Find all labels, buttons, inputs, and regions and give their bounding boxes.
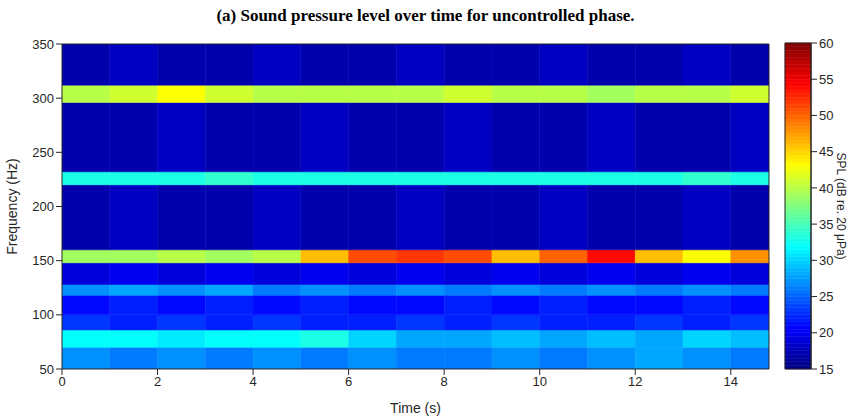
svg-text:60: 60 [819,36,833,51]
svg-text:350: 350 [32,37,54,52]
svg-text:40: 40 [819,181,833,196]
svg-text:55: 55 [819,72,833,87]
svg-text:300: 300 [32,91,54,106]
html-text:(a) Sound pressure level over: (a) Sound pressure level over time for u… [216,6,635,25]
svg-text:50: 50 [40,362,54,377]
svg-text:Frequency (Hz): Frequency (Hz) [4,158,20,254]
svg-text:6: 6 [345,374,352,389]
svg-text:2: 2 [154,374,161,389]
svg-text:12: 12 [628,374,642,389]
svg-text:35: 35 [819,217,833,232]
svg-text:4: 4 [249,374,256,389]
svg-text:250: 250 [32,145,54,160]
svg-text:30: 30 [819,253,833,268]
svg-text:0: 0 [58,374,65,389]
svg-text:8: 8 [441,374,448,389]
svg-text:150: 150 [32,253,54,268]
svg-text:20: 20 [819,325,833,340]
html-text:SPL (dB re. 20 μPa): SPL (dB re. 20 μPa) [834,152,848,260]
svg-text:200: 200 [32,199,54,214]
svg-text:10: 10 [532,374,546,389]
svg-text:14: 14 [724,374,738,389]
svg-text:100: 100 [32,307,54,322]
svg-text:Time (s): Time (s) [390,400,441,416]
svg-text:15: 15 [819,362,833,377]
svg-text:50: 50 [819,108,833,123]
svg-text:25: 25 [819,289,833,304]
svg-text:45: 45 [819,144,833,159]
